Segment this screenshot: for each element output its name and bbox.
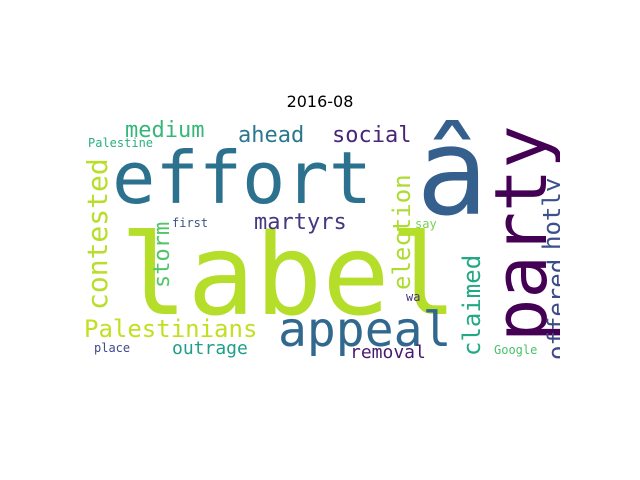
word-medium: medium bbox=[125, 120, 205, 143]
word-cloud: label effort â party appeal contested Pa… bbox=[80, 120, 560, 360]
word-contested: contested bbox=[81, 158, 114, 310]
chart-title: 2016-08 bbox=[286, 92, 354, 111]
word-outrage: outrage bbox=[172, 338, 248, 359]
word-martyrs: martyrs bbox=[254, 210, 347, 235]
word-ahead: ahead bbox=[238, 123, 305, 148]
word-a-circumflex: â bbox=[416, 120, 489, 243]
word-social: social bbox=[332, 123, 412, 148]
word-label: label bbox=[120, 211, 458, 341]
word-storm: storm bbox=[150, 221, 175, 288]
word-place: place bbox=[94, 341, 131, 355]
word-say: say bbox=[415, 217, 437, 231]
word-palestinians: Palestinians bbox=[84, 315, 258, 343]
word-wa: wa bbox=[406, 290, 421, 304]
word-election: election bbox=[388, 174, 416, 290]
word-palestine: Palestine bbox=[88, 136, 154, 150]
word-claimed: claimed bbox=[458, 254, 486, 356]
word-first: first bbox=[172, 216, 209, 230]
word-appeal: appeal bbox=[278, 302, 452, 358]
word-effort: effort bbox=[112, 136, 373, 220]
word-offered: offered bbox=[543, 258, 560, 360]
word-google: Google bbox=[494, 343, 538, 357]
word-hotly: hotly bbox=[538, 177, 560, 250]
word-removal: removal bbox=[350, 342, 426, 361]
